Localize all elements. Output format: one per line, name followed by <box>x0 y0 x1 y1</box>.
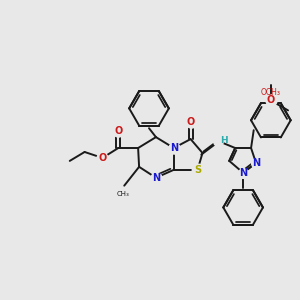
Text: H: H <box>220 136 228 145</box>
Text: N: N <box>170 143 178 153</box>
Text: O: O <box>98 153 106 163</box>
Text: O: O <box>187 117 195 127</box>
Text: N: N <box>239 168 247 178</box>
Text: CH₃: CH₃ <box>117 190 130 196</box>
Text: O: O <box>267 95 275 106</box>
Text: S: S <box>194 165 201 175</box>
Text: O: O <box>114 126 122 136</box>
Text: N: N <box>152 173 160 183</box>
Text: OCH₃: OCH₃ <box>261 88 281 97</box>
Text: N: N <box>252 158 260 168</box>
